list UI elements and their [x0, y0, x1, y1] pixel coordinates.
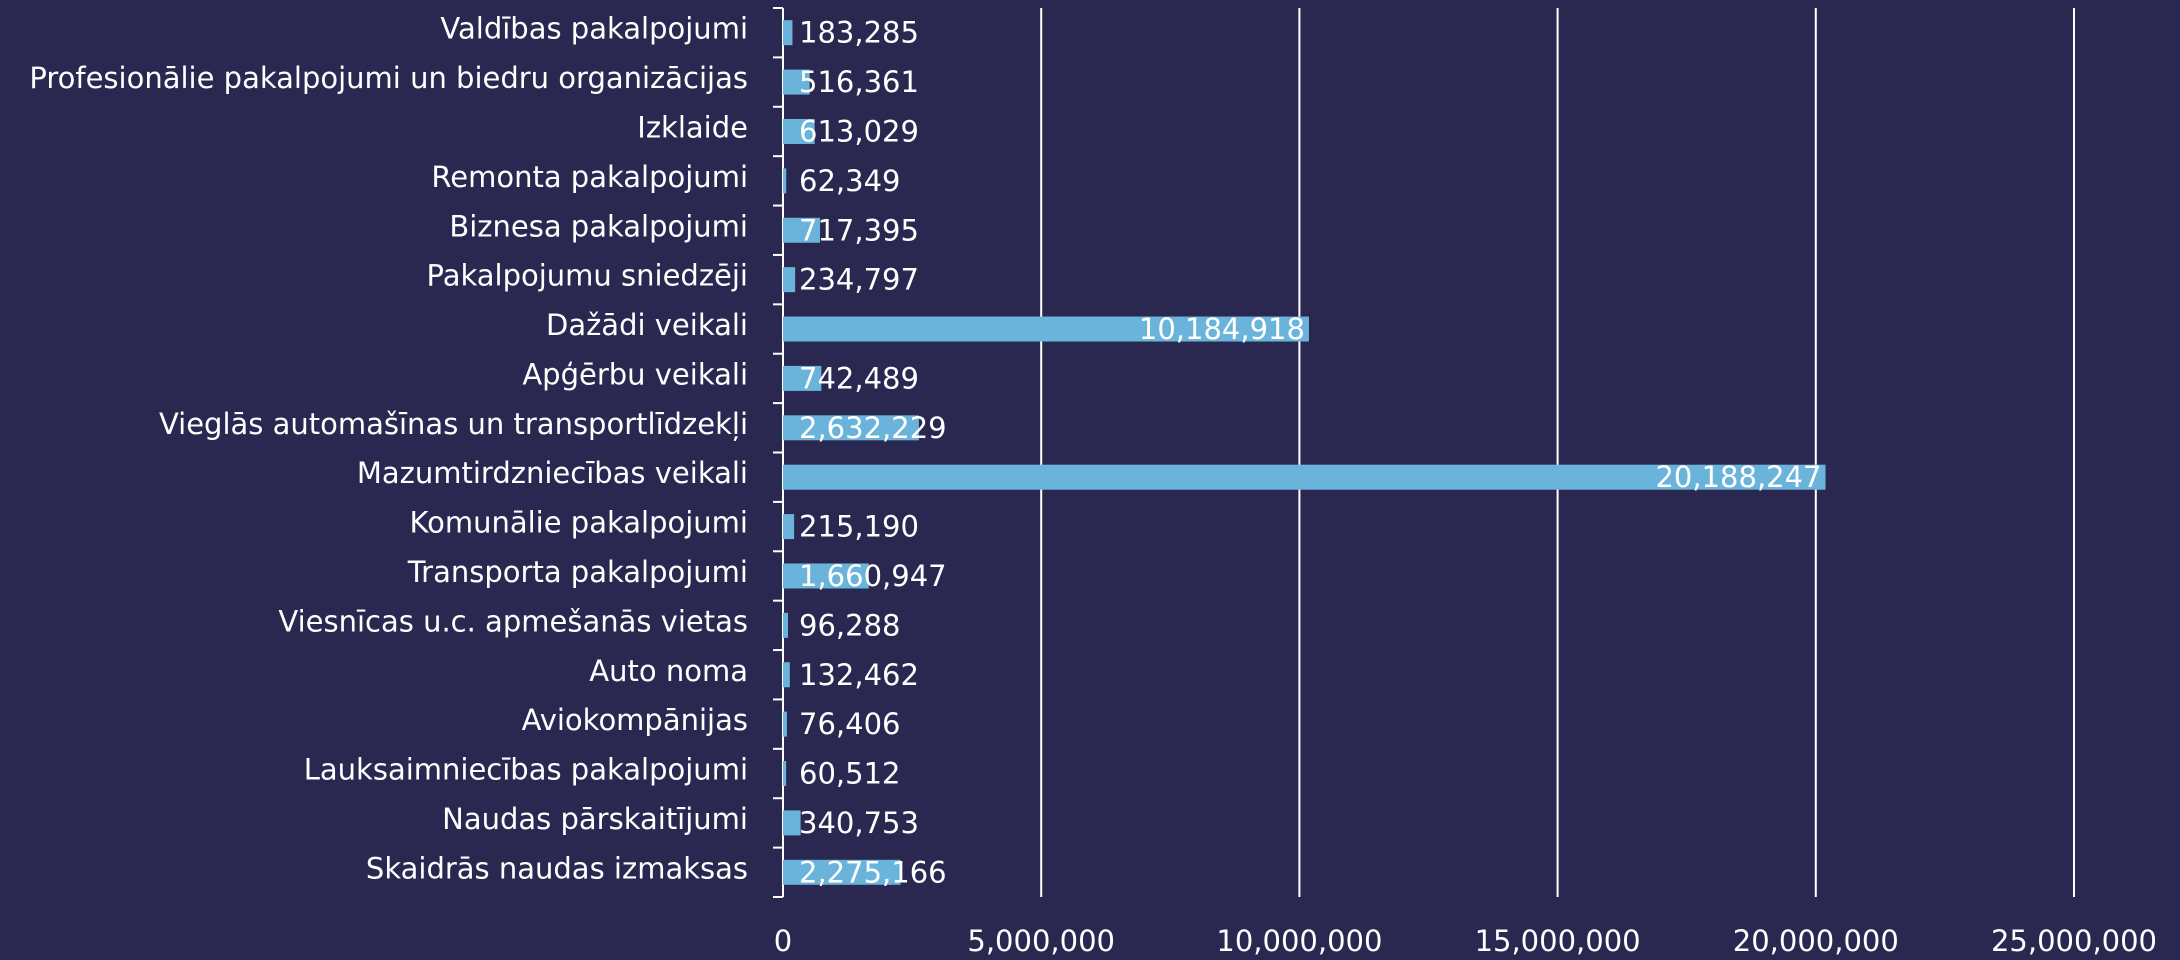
bar	[783, 168, 787, 194]
y-tick-label: Profesionālie pakalpojumi un biedru orga…	[29, 61, 748, 95]
y-tick-label: Transporta pakalpojumi	[407, 555, 748, 589]
x-tick-label: 5,000,000	[967, 924, 1115, 958]
y-tick-label: Mazumtirdzniecības veikali	[357, 456, 748, 490]
value-label: 96,288	[799, 608, 900, 642]
bar	[783, 859, 901, 885]
bar	[783, 612, 788, 638]
value-label: 340,753	[799, 806, 919, 840]
x-tick-label: 0	[774, 924, 792, 958]
value-label: 234,797	[799, 263, 919, 297]
bar	[783, 563, 869, 589]
value-label: 76,406	[799, 707, 900, 741]
value-label: 2,275,166	[799, 855, 947, 889]
y-tick-label: Lauksaimniecības pakalpojumi	[304, 753, 748, 787]
x-tick-label: 20,000,000	[1733, 924, 1899, 958]
y-tick-label: Vieglās automašīnas un transportlīdzekļi	[159, 407, 748, 441]
value-label: 183,285	[799, 16, 919, 50]
y-tick-label: Dažādi veikali	[546, 308, 748, 342]
y-tick-label: Naudas pārskaitījumi	[442, 802, 748, 836]
bar	[783, 662, 790, 688]
value-label: 2,632,229	[799, 411, 947, 445]
value-label: 717,395	[799, 213, 919, 247]
bar	[783, 514, 795, 540]
value-label: 20,188,247	[1655, 460, 1821, 494]
bar	[783, 69, 810, 95]
bar	[783, 365, 822, 391]
bar	[783, 217, 821, 243]
y-tick-label: Komunālie pakalpojumi	[410, 506, 748, 540]
bar	[783, 267, 796, 293]
y-tick-label: Remonta pakalpojumi	[431, 160, 748, 194]
value-label: 60,512	[799, 757, 900, 791]
y-tick-label: Viesnīcas u.c. apmešanās vietas	[278, 604, 748, 638]
bar	[783, 761, 787, 787]
y-tick-label: Biznesa pakalpojumi	[449, 209, 748, 243]
bar	[783, 464, 1826, 490]
value-label: 62,349	[799, 164, 900, 198]
y-tick-label: Izklaide	[637, 110, 748, 144]
y-tick-label: Valdības pakalpojumi	[440, 12, 748, 46]
x-tick-label: 15,000,000	[1475, 924, 1641, 958]
value-label: 10,184,918	[1139, 312, 1305, 346]
value-label: 516,361	[799, 65, 919, 99]
value-label: 132,462	[799, 658, 919, 692]
bar	[783, 20, 793, 46]
x-tick-label: 25,000,000	[1991, 924, 2157, 958]
value-label: 742,489	[799, 361, 919, 395]
bar	[783, 316, 1309, 342]
value-label: 1,660,947	[799, 559, 947, 593]
bar	[783, 415, 919, 441]
bar	[783, 118, 815, 144]
y-tick-label: Aviokompānijas	[522, 703, 748, 737]
bar	[783, 810, 801, 836]
y-tick-label: Auto noma	[589, 654, 748, 688]
y-tick-label: Pakalpojumu sniedzēji	[427, 259, 748, 293]
x-tick-label: 10,000,000	[1216, 924, 1382, 958]
y-tick-label: Apģērbu veikali	[522, 357, 748, 391]
bar	[783, 711, 787, 737]
y-tick-label: Skaidrās naudas izmaksas	[366, 851, 748, 885]
value-label: 613,029	[799, 114, 919, 148]
value-label: 215,190	[799, 510, 919, 544]
